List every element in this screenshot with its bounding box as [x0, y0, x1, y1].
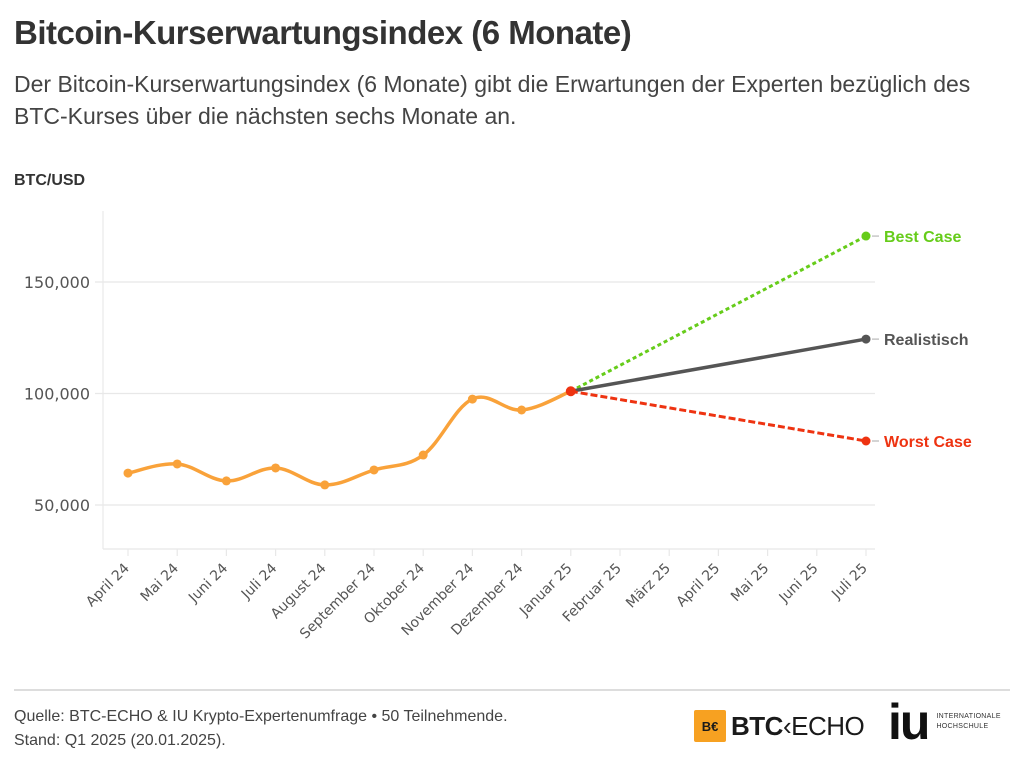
- x-tick-label: Juli 24: [238, 560, 281, 603]
- iu-logo-mark: iu: [888, 694, 930, 750]
- btc-history-point: [221, 476, 231, 486]
- worst-case-label: Worst Case: [884, 434, 972, 451]
- footer-divider: [14, 689, 1010, 691]
- btc-echo-wordmark-bold: BTC: [731, 710, 783, 741]
- realistisch-end-point: [861, 334, 871, 344]
- btc-history-point: [320, 480, 330, 490]
- btc-history-point: [517, 405, 527, 415]
- btc-echo-logo: B€ BTC‹ECHO: [694, 710, 865, 742]
- series-label-layer: Best Case Realistisch Worst Case: [872, 229, 972, 451]
- source-line-2: Stand: Q1 2025 (20.01.2025).: [14, 732, 226, 749]
- best-case-label: Best Case: [884, 229, 961, 246]
- btc-history-point: [369, 465, 379, 475]
- realistisch-label: Realistisch: [884, 332, 968, 349]
- worst-case-end-point: [861, 436, 871, 446]
- btc-echo-badge-icon: B€: [694, 710, 726, 742]
- btc-history-point: [123, 468, 133, 478]
- y-tick-label: 50,000: [34, 496, 90, 515]
- chart-title: Bitcoin-Kurserwartungsindex (6 Monate): [14, 14, 632, 51]
- btc-history-point: [467, 394, 477, 404]
- btc-history-line: [127, 389, 572, 487]
- btc-history-point: [271, 463, 281, 473]
- y-tick-label: 100,000: [24, 385, 90, 404]
- source-line-1: Quelle: BTC-ECHO & IU Krypto-Expertenumf…: [14, 708, 508, 725]
- x-tick-label: März 25: [623, 561, 674, 612]
- x-tick-label: Juli 25: [828, 561, 870, 603]
- realistisch-projection-line: [570, 337, 867, 393]
- x-tick-label: Mai 25: [728, 561, 772, 605]
- worst-case-projection-line: [570, 389, 867, 443]
- iu-logo-line-2: HOCHSCHULE: [936, 723, 989, 730]
- y-tick-layer: 50,000 100,000 150,000: [24, 273, 90, 515]
- chart-subtitle: Der Bitcoin-Kurserwartungsindex (6 Monat…: [14, 71, 971, 129]
- x-tick-label: April 24: [83, 560, 133, 610]
- x-tick-label: April 25: [674, 561, 724, 611]
- x-tick-label: Juni 24: [185, 560, 231, 606]
- source-note: Quelle: BTC-ECHO & IU Krypto-Expertenumf…: [14, 705, 508, 753]
- y-axis-unit-label: BTC/USD: [14, 172, 86, 189]
- x-tick-label: Juni 25: [776, 561, 822, 607]
- best-case-end-point: [861, 231, 871, 241]
- series-layer: [123, 231, 871, 490]
- btc-echo-wordmark-light: ‹ECHO: [782, 710, 865, 741]
- btc-history-point: [172, 459, 182, 469]
- iu-logo-text: INTERNATIONALE HOCHSCHULE: [936, 712, 1000, 732]
- btc-echo-wordmark: BTC‹ECHO: [731, 710, 865, 742]
- btc-history-point: [418, 450, 428, 460]
- y-tick-label: 150,000: [24, 273, 90, 292]
- iu-logo: iu INTERNATIONALE HOCHSCHULE: [888, 694, 1001, 750]
- iu-logo-line-1: INTERNATIONALE: [936, 713, 1001, 720]
- best-case-projection-line: [570, 234, 867, 393]
- grid-layer: [95, 211, 875, 550]
- x-tick-label: Mai 24: [138, 560, 182, 604]
- current-price-point: [565, 386, 576, 397]
